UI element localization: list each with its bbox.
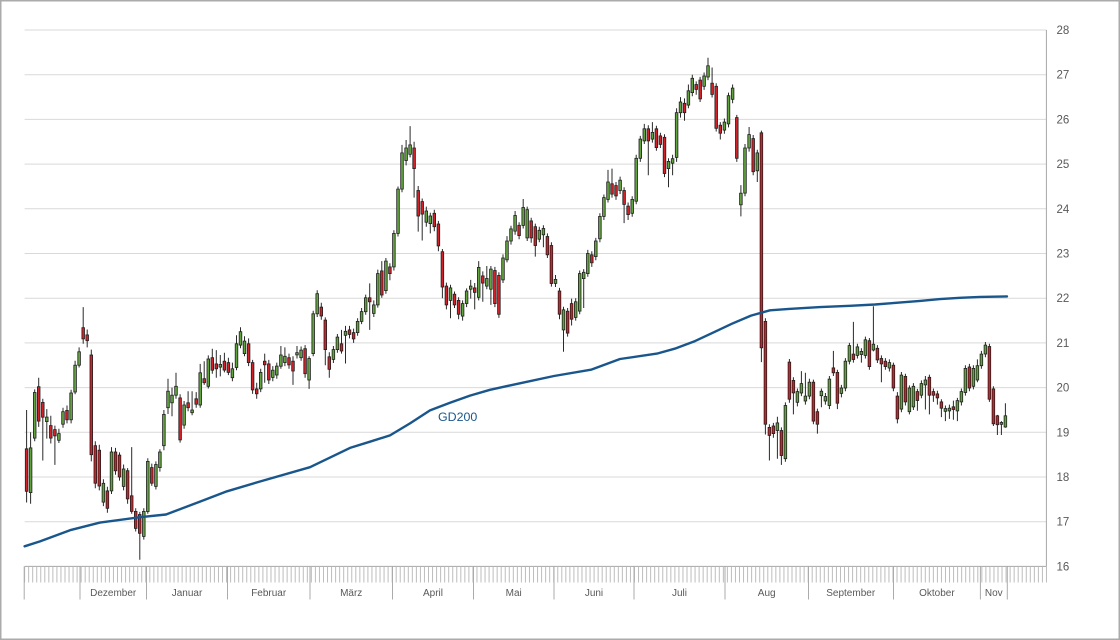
- svg-text:Nov: Nov: [985, 588, 1003, 599]
- svg-text:Februar: Februar: [251, 588, 287, 599]
- svg-text:18: 18: [1057, 472, 1070, 484]
- svg-text:April: April: [423, 588, 443, 599]
- svg-text:17: 17: [1057, 517, 1070, 529]
- svg-text:Oktober: Oktober: [919, 588, 955, 599]
- svg-text:20: 20: [1057, 383, 1070, 395]
- svg-text:22: 22: [1057, 293, 1070, 305]
- svg-text:21: 21: [1057, 338, 1070, 350]
- svg-text:24: 24: [1057, 204, 1070, 216]
- svg-text:März: März: [340, 588, 362, 599]
- svg-text:26: 26: [1057, 114, 1070, 126]
- svg-text:Januar: Januar: [172, 588, 203, 599]
- svg-text:September: September: [826, 588, 876, 599]
- svg-text:Mai: Mai: [506, 588, 522, 599]
- svg-text:Dezember: Dezember: [90, 588, 137, 599]
- svg-text:19: 19: [1057, 427, 1070, 439]
- svg-text:25: 25: [1057, 159, 1070, 171]
- svg-text:GD200: GD200: [438, 410, 477, 424]
- svg-text:Juli: Juli: [672, 588, 687, 599]
- svg-text:Aug: Aug: [758, 588, 776, 599]
- svg-text:27: 27: [1057, 70, 1070, 82]
- svg-text:16: 16: [1057, 561, 1070, 573]
- svg-text:Juni: Juni: [585, 588, 603, 599]
- svg-text:23: 23: [1057, 249, 1070, 261]
- svg-text:28: 28: [1057, 25, 1070, 37]
